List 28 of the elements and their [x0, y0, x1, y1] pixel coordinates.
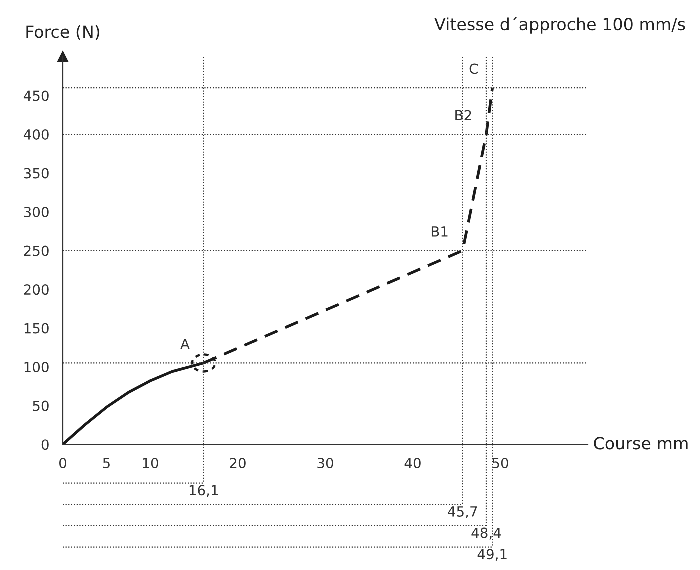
annotation: A [180, 339, 190, 350]
x-tick-label: 50 [492, 458, 508, 469]
ref-line-label: 16,1 [190, 485, 218, 498]
annotation: B2 [456, 110, 472, 121]
y-tick-label: 450 [24, 90, 49, 102]
y-tick-label: 250 [24, 246, 49, 256]
ref-line-label: 48,4 [472, 528, 502, 540]
y-tick-label: 300 [24, 207, 49, 218]
y-tick-label: 50 [33, 400, 49, 412]
annotation: C [470, 64, 478, 74]
y-tick-label: 0 [42, 440, 49, 450]
x-tick-label: 20 [230, 458, 246, 469]
y-tick-label: 150 [24, 323, 49, 334]
y-tick-label: 200 [24, 284, 49, 296]
chart-title: Vitesse d´approche 100 mm/s [434, 17, 686, 34]
x-tick-label: 10 [143, 458, 158, 469]
x-tick-label: 0 [59, 458, 66, 469]
y-tick-label: 100 [24, 362, 49, 373]
x-axis-title: Course mm [594, 437, 688, 450]
ref-line-label: 45,7 [448, 506, 478, 518]
y-tick-label: 400 [24, 129, 49, 140]
y-axis-title: Force (N) [26, 25, 100, 40]
y-tick-label: 350 [24, 168, 49, 179]
x-tick-label: 5 [103, 458, 110, 469]
annotation: B1 [432, 226, 448, 237]
ref-line-label: 49,1 [478, 549, 507, 562]
x-tick-label: 40 [404, 458, 421, 469]
x-tick-label: 30 [318, 458, 334, 469]
